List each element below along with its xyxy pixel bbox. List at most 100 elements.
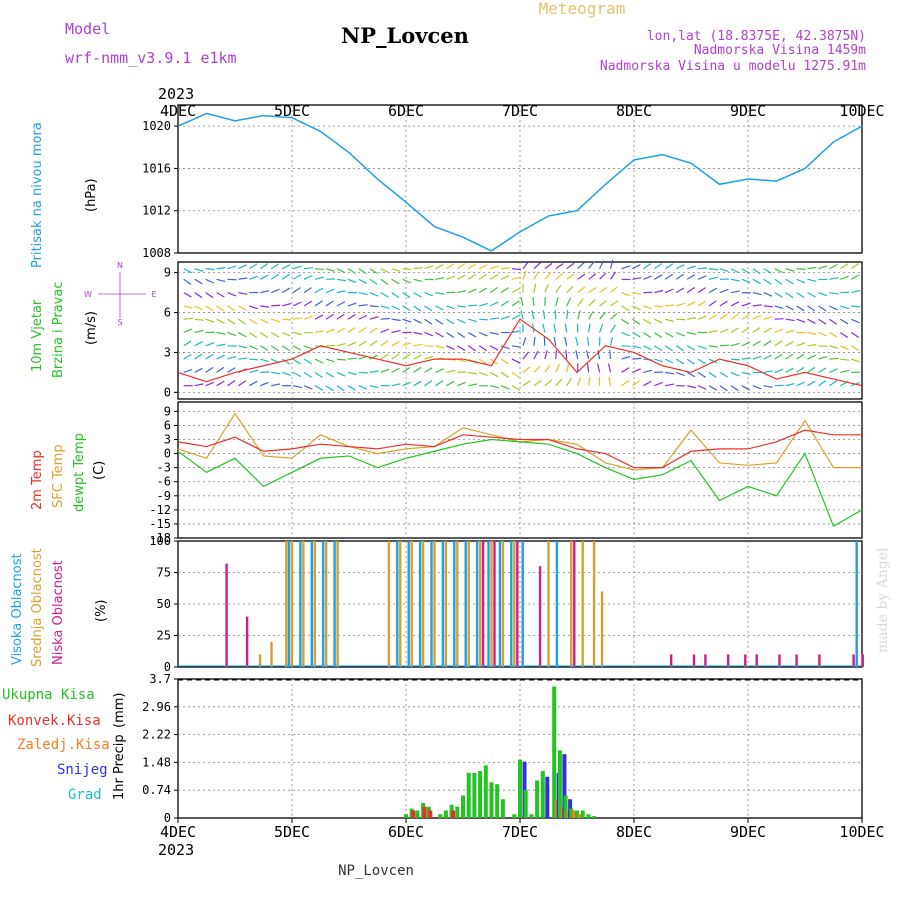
wind-vector xyxy=(194,318,204,321)
wind-vector xyxy=(249,331,258,338)
wind-vector xyxy=(413,267,423,270)
wind-vector xyxy=(511,287,521,294)
wind-vector xyxy=(446,275,456,280)
wind-vector xyxy=(610,312,618,320)
wind-vector xyxy=(586,363,590,373)
wind-vector xyxy=(216,267,226,270)
wind-vector xyxy=(358,304,368,307)
y-tick-label: 1020 xyxy=(142,119,171,133)
cloud-unit-label: (%) xyxy=(94,600,109,623)
mid-cloud-bar xyxy=(290,541,294,667)
wind-vector xyxy=(850,263,860,270)
y-tick-label: -9 xyxy=(157,489,171,503)
wind-vector xyxy=(467,345,477,352)
pressure-series-line xyxy=(177,112,863,252)
wind-vector xyxy=(183,340,192,347)
wind-vector xyxy=(216,318,225,324)
y-tick-label: 1.48 xyxy=(142,755,171,769)
total-precip-bar xyxy=(455,806,460,818)
wind-vector xyxy=(292,274,302,280)
product-title: Meteogram xyxy=(539,0,626,18)
wind-vector xyxy=(665,383,675,387)
y-tick-label: 0.74 xyxy=(142,783,171,797)
wind-vector xyxy=(216,380,225,387)
low-cloud-bar xyxy=(516,541,519,667)
wind-vector xyxy=(829,331,838,338)
wind-vector xyxy=(840,345,849,351)
low-cloud-bar xyxy=(493,541,496,667)
wind-vector xyxy=(577,286,586,294)
wind-vector xyxy=(796,342,806,347)
wind-vector xyxy=(358,314,368,320)
wind-axis-label-1: 10m Vjetar xyxy=(30,299,45,372)
mid-cloud-bar xyxy=(421,541,425,667)
temp-axis-label-2: SFC Temp xyxy=(51,444,66,508)
low-cloud-bar xyxy=(727,654,730,667)
wind-vector xyxy=(325,288,335,294)
wind-vector xyxy=(402,366,411,373)
wind-vector xyxy=(446,305,456,310)
wind-vector xyxy=(456,345,466,351)
wind-vector xyxy=(643,345,652,351)
temp-axis-label-3: dewpt Temp xyxy=(72,433,87,512)
wind-vector xyxy=(336,371,346,377)
wind-vector xyxy=(520,296,524,307)
wind-vector xyxy=(325,385,334,392)
compass-rose: N E S W xyxy=(84,261,156,327)
wind-vector xyxy=(675,273,684,280)
wind-vector xyxy=(435,318,444,325)
wind-vector xyxy=(807,305,816,312)
y-tick-label: 1012 xyxy=(142,204,171,218)
high-cloud-bar xyxy=(475,541,479,667)
wind-vector xyxy=(391,367,400,373)
wind-vector xyxy=(829,318,838,325)
low-cloud-bar xyxy=(818,654,821,667)
high-cloud-bar xyxy=(333,541,336,667)
wind-vector xyxy=(697,315,707,320)
wind-vector xyxy=(391,305,401,311)
low-cloud-bar xyxy=(861,654,864,667)
wind-vector xyxy=(533,262,541,270)
wind-vector xyxy=(391,268,401,272)
wind-vector xyxy=(391,383,401,387)
wind-vector xyxy=(183,268,193,274)
wind-vector xyxy=(457,274,466,280)
wind-vector xyxy=(643,263,652,270)
wind-vector xyxy=(708,300,717,307)
mid-cloud-bar xyxy=(325,541,328,667)
wind-vector xyxy=(654,305,664,308)
wind-vector xyxy=(435,277,445,280)
wind-vector xyxy=(676,302,685,307)
wind-vector xyxy=(653,345,663,351)
wind-vector xyxy=(763,292,773,297)
wind-vector xyxy=(205,381,215,387)
wind-vector xyxy=(621,355,631,360)
wind-vector xyxy=(281,273,290,280)
wind-vector xyxy=(489,274,499,280)
wind-vector xyxy=(807,354,816,360)
wind-vector xyxy=(542,310,546,320)
wind-vector xyxy=(347,371,357,376)
conv-precip-bar xyxy=(428,810,433,818)
wind-vector xyxy=(511,345,522,348)
wind-vector xyxy=(500,358,510,365)
wind-vector xyxy=(774,268,784,274)
wind-vector xyxy=(369,278,378,285)
mid-cloud-bar xyxy=(313,541,316,667)
wind-vector xyxy=(194,329,204,334)
total-precip-bar xyxy=(443,810,448,818)
wind-vector xyxy=(522,351,530,360)
wind-vector xyxy=(347,302,357,307)
wind-vector xyxy=(544,379,553,387)
wind-vector xyxy=(687,331,697,335)
wind-vector xyxy=(183,328,193,334)
wind-vector xyxy=(249,345,258,350)
time-label-bottom: 7DEC xyxy=(502,823,538,841)
wind-vector xyxy=(205,342,215,347)
wind-vector xyxy=(391,340,400,347)
wind-vector xyxy=(829,305,838,311)
wind-vector xyxy=(676,318,686,321)
wind-vector xyxy=(238,277,248,280)
wind-vector xyxy=(774,292,783,298)
wind-vector xyxy=(763,354,773,360)
